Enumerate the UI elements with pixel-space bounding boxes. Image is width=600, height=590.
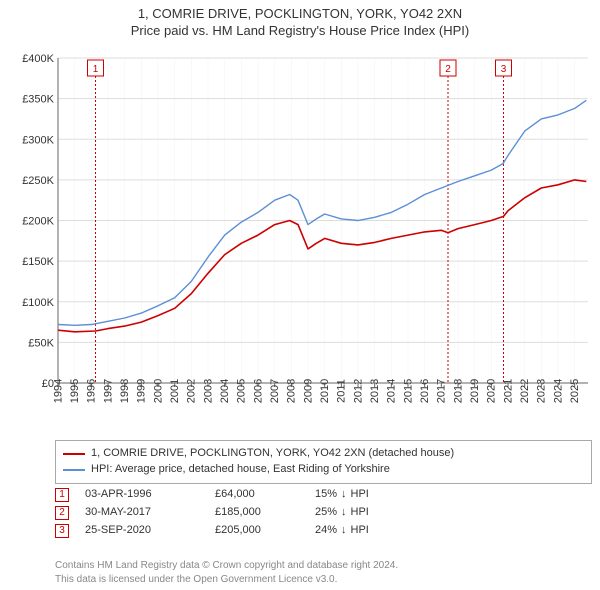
x-tick-label: 2003 [202,379,214,403]
x-tick-label: 1999 [136,379,148,403]
legend-item: HPI: Average price, detached house, East… [63,462,584,478]
legend-swatch [63,453,85,455]
x-tick-label: 2013 [369,379,381,403]
sale-price: £205,000 [215,522,315,540]
x-tick-label: 2001 [169,379,181,403]
sale-index-box: 2 [55,506,69,520]
sale-diff-pct: 15% [315,486,337,504]
attribution: Contains HM Land Registry data © Crown c… [55,559,592,586]
x-tick-label: 2022 [519,379,531,403]
x-tick-label: 2017 [436,379,448,403]
sale-row: 3 25-SEP-2020£205,00024%↓HPI [55,522,369,540]
sale-diff-suffix: HPI [351,486,369,504]
x-tick-label: 2023 [536,379,548,403]
x-tick-label: 2025 [569,379,581,403]
sale-index-box: 3 [55,524,69,538]
arrow-down-icon: ↓ [341,522,347,540]
y-tick-label: £100K [22,297,54,309]
x-tick-label: 1998 [119,379,131,403]
y-tick-label: £400K [22,53,54,65]
y-tick-label: £150K [22,256,54,268]
legend-swatch [63,469,85,471]
x-tick-label: 1996 [86,379,98,403]
y-tick-label: £250K [22,175,54,187]
x-tick-label: 2000 [152,379,164,403]
title-address: 1, COMRIE DRIVE, POCKLINGTON, YORK, YO42… [0,6,600,21]
x-tick-label: 2018 [452,379,464,403]
x-tick-label: 2019 [469,379,481,403]
sale-diff-suffix: HPI [351,522,369,540]
chart-container: 1, COMRIE DRIVE, POCKLINGTON, YORK, YO42… [0,0,600,590]
x-tick-label: 2014 [386,379,398,403]
x-tick-label: 2004 [219,379,231,403]
x-tick-label: 2010 [319,379,331,403]
legend-label: HPI: Average price, detached house, East… [91,462,390,478]
sale-date: 03-APR-1996 [85,486,215,504]
arrow-down-icon: ↓ [341,504,347,522]
sale-price: £185,000 [215,504,315,522]
sale-price: £64,000 [215,486,315,504]
legend-item: 1, COMRIE DRIVE, POCKLINGTON, YORK, YO42… [63,446,584,462]
arrow-down-icon: ↓ [341,486,347,504]
x-tick-label: 2021 [502,379,514,403]
x-tick-label: 2016 [419,379,431,403]
sale-marker-number: 3 [501,64,507,75]
x-tick-label: 2006 [252,379,264,403]
attribution-line1: Contains HM Land Registry data © Crown c… [55,559,592,573]
y-tick-label: £50K [28,337,54,349]
title-subtitle: Price paid vs. HM Land Registry's House … [0,23,600,38]
x-tick-label: 2012 [352,379,364,403]
legend: 1, COMRIE DRIVE, POCKLINGTON, YORK, YO42… [55,440,592,484]
sale-index-box: 1 [55,488,69,502]
legend-label: 1, COMRIE DRIVE, POCKLINGTON, YORK, YO42… [91,446,454,462]
sale-marker-number: 2 [445,64,451,75]
x-tick-label: 1997 [102,379,114,403]
sale-date: 25-SEP-2020 [85,522,215,540]
x-tick-label: 2020 [486,379,498,403]
sale-events: 1 03-APR-1996£64,00015%↓HPI 2 30-MAY-2017£1… [55,486,369,540]
x-tick-label: 2002 [186,379,198,403]
series-property [58,180,586,332]
chart-area: £0£50K£100K£150K£200K£250K£300K£350K£400… [10,48,590,438]
x-tick-label: 1995 [69,379,81,403]
sale-hpi-diff: 15%↓HPI [315,486,369,504]
sale-diff-pct: 25% [315,504,337,522]
sale-row: 2 30-MAY-2017£185,00025%↓HPI [55,504,369,522]
sale-hpi-diff: 25%↓HPI [315,504,369,522]
title-block: 1, COMRIE DRIVE, POCKLINGTON, YORK, YO42… [0,0,600,38]
sale-date: 30-MAY-2017 [85,504,215,522]
x-tick-label: 2005 [236,379,248,403]
sale-marker-number: 1 [93,64,99,75]
line-chart-svg: £0£50K£100K£150K£200K£250K£300K£350K£400… [10,48,590,433]
attribution-line2: This data is licensed under the Open Gov… [55,573,592,587]
x-tick-label: 2007 [269,379,281,403]
x-tick-label: 2009 [302,379,314,403]
x-tick-label: 2008 [286,379,298,403]
x-tick-label: 2024 [552,379,564,403]
sale-diff-pct: 24% [315,522,337,540]
y-tick-label: £300K [22,134,54,146]
sale-diff-suffix: HPI [351,504,369,522]
sale-row: 1 03-APR-1996£64,00015%↓HPI [55,486,369,504]
y-tick-label: £200K [22,216,54,228]
y-tick-label: £350K [22,94,54,106]
x-tick-label: 2015 [402,379,414,403]
sale-hpi-diff: 24%↓HPI [315,522,369,540]
